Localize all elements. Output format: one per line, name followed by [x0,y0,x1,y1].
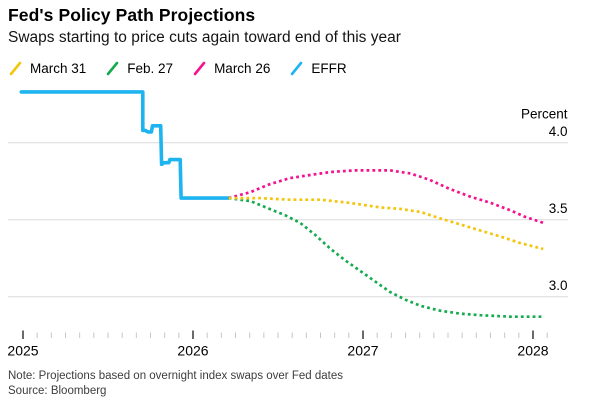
legend-item-label: Feb. 27 [127,60,174,76]
series-line-feb-27 [228,196,544,319]
y-axis-labels: 4.0 Percent 3.5 3.0 [521,107,568,294]
effr-line-swatch-icon [291,61,303,75]
x-tick-label: 2027 [347,343,378,359]
x-axis-ticks [22,330,548,339]
march-31-line-swatch-icon [9,61,22,75]
x-tick-label: 2025 [7,343,38,359]
legend-item-label: EFFR [311,60,347,76]
legend-item-feb-27: Feb. 27 [105,61,173,76]
series-line-march-26 [228,169,544,225]
legend-item-label: March 31 [30,60,87,76]
chart-title: Fed's Policy Path Projections [8,5,256,25]
source-credit: Source: Bloomberg [8,384,107,397]
footer: Note: Projections based on overnight ind… [8,369,343,399]
y-axis-unit-label: Percent [521,107,568,122]
footnote: Note: Projections based on overnight ind… [8,370,343,382]
legend-item-effr: EFFR [289,60,347,76]
x-tick-label: 2028 [517,343,548,359]
chart-subtitle: Swaps starting to price cuts again towar… [8,29,401,46]
legend: March 31 Feb. 27 March 26 EFFR [8,59,347,77]
y-tick-label: 4.0 [549,124,568,139]
y-tick-label: 3.0 [549,278,568,293]
x-tick-label: 2026 [177,343,208,359]
series-line-march-31 [228,196,544,251]
legend-item-march-31: March 31 [8,61,86,76]
feb-27-line-swatch-icon [106,61,119,75]
march-26-line-swatch-icon [193,61,206,75]
x-axis-labels: 2025 2026 2027 2028 [7,343,548,359]
legend-item-march-26: March 26 [192,61,270,76]
legend-item-label: March 26 [214,60,271,76]
series-line-effr [19,90,231,200]
gridlines [8,142,568,298]
y-tick-label: 3.5 [549,201,568,216]
